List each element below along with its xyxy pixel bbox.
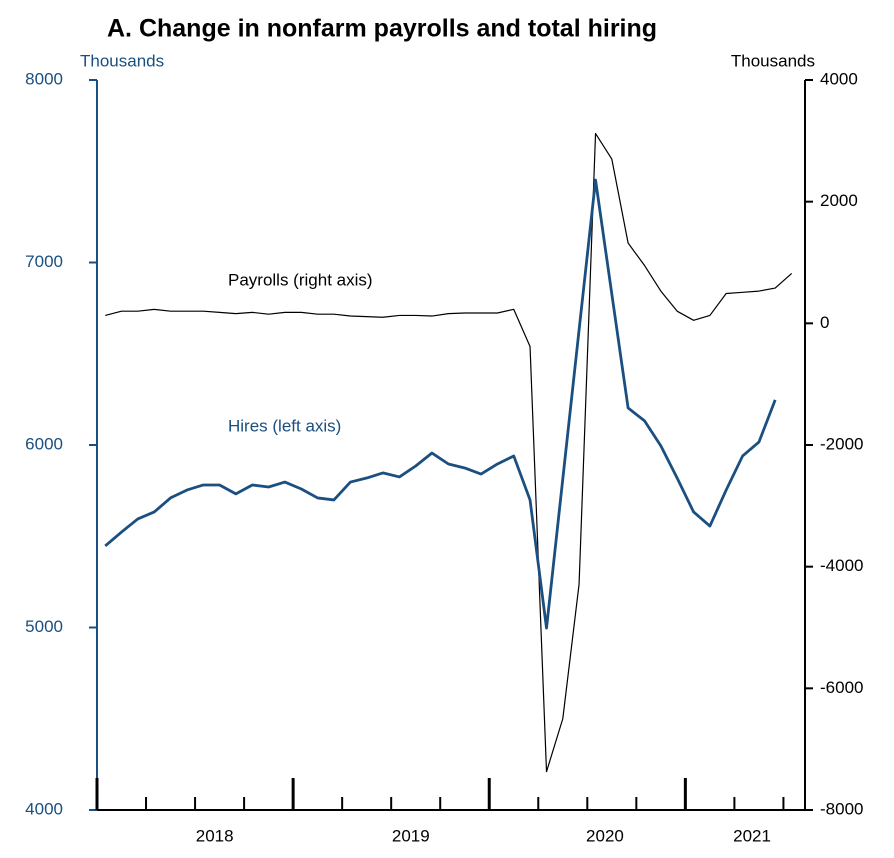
y-tick-label: 6000 bbox=[25, 434, 63, 453]
y2-tick-label: 2000 bbox=[820, 191, 858, 210]
annotation: Payrolls (right axis) bbox=[228, 270, 373, 289]
series-line bbox=[104, 178, 777, 630]
x-tick-label: 2018 bbox=[196, 826, 234, 845]
x-tick-label: 2019 bbox=[392, 826, 430, 845]
y-axis-label: Thousands bbox=[80, 51, 164, 70]
series-line bbox=[105, 132, 793, 773]
y-tick-label: 4000 bbox=[25, 799, 63, 818]
chart-title: A. Change in nonfarm payrolls and total … bbox=[107, 15, 657, 43]
annotation: Hires (left axis) bbox=[228, 416, 341, 435]
y2-axis-label: Thousands bbox=[731, 51, 815, 70]
y-tick-label: 7000 bbox=[25, 252, 63, 271]
y2-tick-label: -2000 bbox=[820, 434, 863, 453]
y2-tick-label: -6000 bbox=[820, 678, 863, 697]
y-tick-label: 8000 bbox=[25, 69, 63, 88]
y2-tick-label: 0 bbox=[820, 313, 829, 332]
x-tick-label: 2021 bbox=[733, 826, 771, 845]
y2-tick-label: -8000 bbox=[820, 799, 863, 818]
y2-tick-label: 4000 bbox=[820, 69, 858, 88]
x-tick-label: 2020 bbox=[586, 826, 624, 845]
y2-tick-label: -4000 bbox=[820, 556, 863, 575]
y-tick-label: 5000 bbox=[25, 617, 63, 636]
